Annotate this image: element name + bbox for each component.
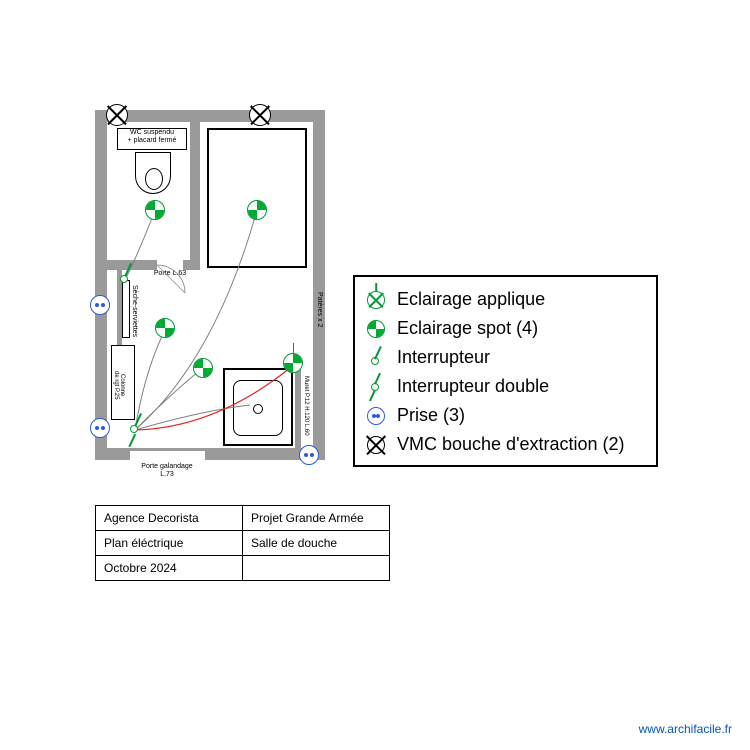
prise-1 [90, 295, 110, 315]
seche-serviettes-label: Sèche-serviettes [131, 282, 138, 340]
vmc-2 [249, 104, 271, 126]
watermark: www.archifacile.fr [639, 722, 732, 736]
title-block-table: Agence Decorista Projet Grande Armée Pla… [95, 505, 390, 581]
legend-row-spot: Eclairage spot (4) [365, 314, 646, 343]
spot-2 [247, 200, 267, 220]
legend-row-applique: Eclairage applique [365, 285, 646, 314]
switch-1 [120, 275, 130, 285]
vmc-1 [106, 104, 128, 126]
muret [295, 360, 301, 448]
applique-icon [365, 289, 387, 311]
legend-row-switch: Interrupteur [365, 343, 646, 372]
colonne-label: Colonne de rgt P.25 [113, 350, 125, 420]
basin-drain [253, 404, 263, 414]
switch-icon [365, 347, 387, 369]
tb-r2c1: Plan éléctrique [96, 531, 243, 556]
wc-label: WC suspendu + placard fermé [117, 129, 187, 144]
legend-label-vmc: VMC bouche d'extraction (2) [397, 434, 625, 455]
patieres-label: Patères x 2 [316, 270, 323, 350]
floor-plan: WC suspendu + placard fermé Sèche-servie… [95, 110, 325, 460]
switch-double-icon [365, 376, 387, 398]
legend-label-switch-double: Interrupteur double [397, 376, 549, 397]
legend-row-prise: Prise (3) [365, 401, 646, 430]
table-row: Agence Decorista Projet Grande Armée [96, 506, 390, 531]
tb-r1c1: Agence Decorista [96, 506, 243, 531]
prise-2 [90, 418, 110, 438]
porte-galandage-label: Porte galandage L.73 [127, 463, 207, 478]
door-threshold [130, 448, 205, 451]
muret-label: Muret P.12 H.120 L.60 [303, 365, 309, 447]
porte-l63-label: Porte L.63 [150, 270, 190, 278]
spot-3 [155, 318, 175, 338]
legend-row-switch-double: Interrupteur double [365, 372, 646, 401]
tb-r3c2 [243, 556, 390, 581]
table-row: Plan éléctrique Salle de douche [96, 531, 390, 556]
tb-r2c2: Salle de douche [243, 531, 390, 556]
vmc-icon [365, 434, 387, 456]
prise-3 [299, 445, 319, 465]
prise-icon [365, 405, 387, 427]
seche-serviettes [122, 280, 130, 338]
applique-1 [283, 353, 303, 373]
legend-label-prise: Prise (3) [397, 405, 465, 426]
spot-1 [145, 200, 165, 220]
legend-label-switch: Interrupteur [397, 347, 490, 368]
switch-double-1 [130, 425, 140, 435]
legend-row-vmc: VMC bouche d'extraction (2) [365, 430, 646, 459]
partition-h1b [183, 260, 200, 270]
wc-bowl-inner [145, 168, 163, 190]
spot-icon [365, 318, 387, 340]
legend-label-applique: Eclairage applique [397, 289, 545, 310]
spot-4 [193, 358, 213, 378]
legend-box: Eclairage applique Eclairage spot (4) In… [353, 275, 658, 467]
tb-r1c2: Projet Grande Armée [243, 506, 390, 531]
shower-tray [207, 128, 307, 268]
table-row: Octobre 2024 [96, 556, 390, 581]
partition-v1 [190, 122, 200, 260]
tb-r3c1: Octobre 2024 [96, 556, 243, 581]
legend-label-spot: Eclairage spot (4) [397, 318, 538, 339]
partition-h1 [107, 260, 157, 270]
